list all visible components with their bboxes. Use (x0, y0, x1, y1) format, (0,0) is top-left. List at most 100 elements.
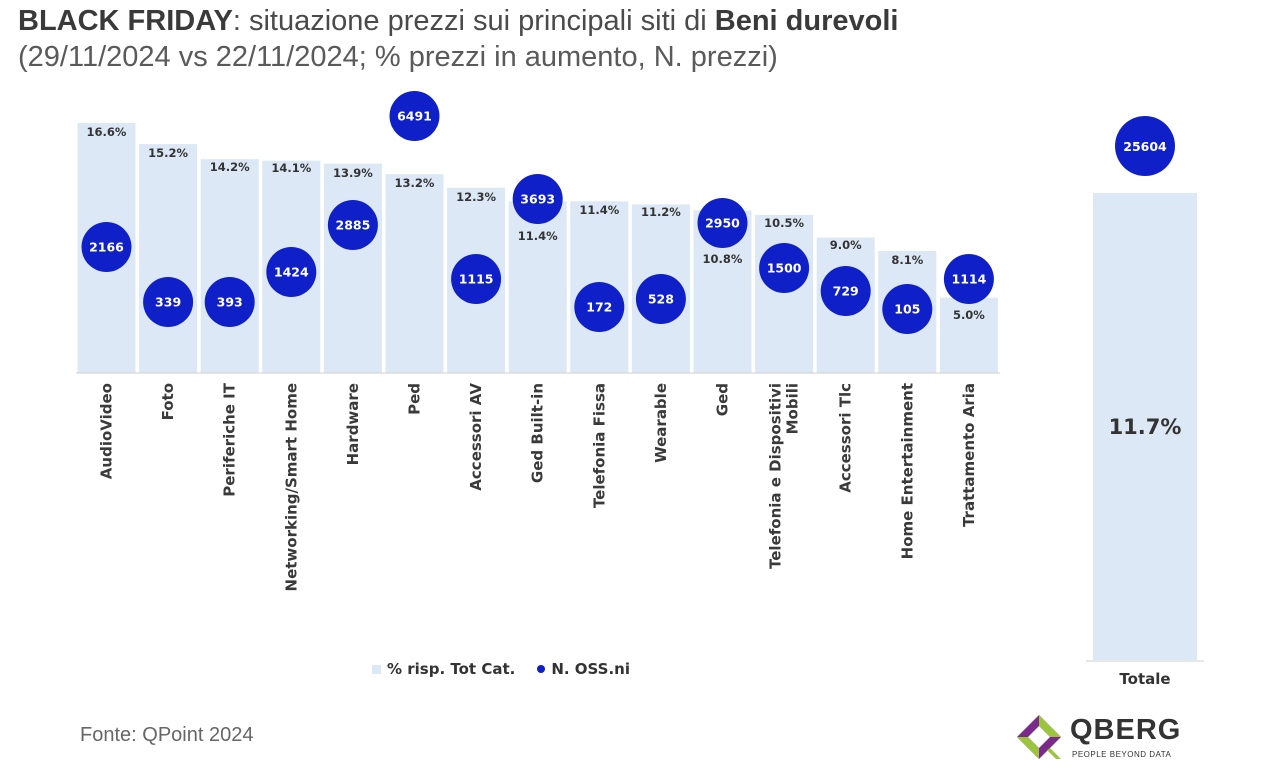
category-label-text-trattamento-aria: Trattamento Aria (960, 383, 978, 527)
legend-item-dots: N. OSS.ni (537, 660, 630, 678)
bar-value-label-ged-built-in: 11.4% (518, 229, 558, 243)
bubble-audiovideo (81, 222, 132, 272)
bubble-value-label-ged: 2950 (705, 216, 740, 231)
category-label-telefonia-e-dispositivi-mobili: Telefonia e Dispositivi Mobili (767, 383, 802, 569)
bar-trattamento-aria (939, 297, 998, 373)
bar-ged-built-in (508, 201, 567, 373)
bar-hardware (323, 163, 382, 373)
logo-name: QBERG (1070, 714, 1182, 746)
category-label-home-entertainment: Home Entertainment (898, 383, 916, 559)
bubble-accessori-av (451, 254, 502, 304)
bubble-telefonia-fissa (574, 282, 625, 332)
bubble-value-label-wearable: 528 (648, 292, 674, 307)
category-label-text-telefonia-e-dispositivi-mobili-2: Mobili (784, 383, 802, 434)
qberg-logo-icon (1017, 715, 1061, 759)
category-label-text-telefonia-fissa: Telefonia Fissa (590, 383, 608, 508)
category-label-audiovideo: AudioVideo (98, 383, 116, 479)
legend: % risp. Tot Cat. N. OSS.ni (372, 660, 630, 678)
bubble-ged-built-in (512, 174, 563, 224)
category-label-telefonia-fissa: Telefonia Fissa (590, 383, 608, 508)
title-bold-black-friday: BLACK FRIDAY (18, 5, 233, 37)
bubble-value-label-hardware: 2885 (336, 218, 371, 233)
category-label-text-home-entertainment: Home Entertainment (898, 383, 916, 559)
category-label-text-hardware: Hardware (344, 383, 362, 465)
category-label-networking-smart-home: Networking/Smart Home (282, 383, 300, 591)
bar-value-label-home-entertainment: 8.1% (891, 253, 923, 267)
bar-value-label-ped: 13.2% (395, 176, 435, 190)
bubble-hardware (327, 200, 378, 250)
bar-value-label-networking-smart-home: 14.1% (271, 161, 311, 175)
bubble-value-label-foto: 339 (155, 295, 181, 310)
bubble-value-label-ped: 6491 (397, 109, 432, 124)
category-label-text-accessori-tlc: Accessori Tlc (837, 383, 855, 493)
bubble-ped (389, 91, 440, 141)
category-label-ped: Ped (406, 383, 424, 415)
bubble-trattamento-aria (943, 254, 994, 304)
title-middle-text: : situazione prezzi sui principali siti … (232, 5, 715, 37)
qberg-logo: QBERG PEOPLE BEYOND DATA (1016, 712, 1186, 762)
category-label-hardware: Hardware (344, 383, 362, 465)
category-label-text-networking-smart-home: Networking/Smart Home (282, 383, 300, 591)
bar-labels-layer: 16.6% 15.2% 14.2% 14.1% 13.9% 13.2% 12.3% 11.4%… (87, 125, 986, 322)
category-label-text-ged: Ged (714, 383, 732, 416)
legend-square-swatch (372, 664, 381, 674)
legend-label-dots: N. OSS.ni (551, 660, 631, 678)
logo-tagline: PEOPLE BEYOND DATA (1072, 750, 1172, 759)
category-label-accessori-av: Accessori AV (467, 383, 485, 491)
total-panel: 11.7% 25604 Totale (1086, 116, 1204, 688)
bubble-value-label-accessori-av: 1115 (459, 272, 494, 287)
bubble-foto (143, 277, 194, 327)
bar-value-label-audiovideo: 16.6% (87, 125, 127, 139)
bubble-value-label-audiovideo: 2166 (89, 240, 124, 255)
bubble-periferiche-it (204, 277, 255, 327)
bubble-wearable (635, 274, 686, 324)
category-label-periferiche-it: Periferiche IT (221, 382, 239, 496)
bubble-totale (1115, 116, 1175, 176)
category-label-text-ped: Ped (406, 383, 424, 415)
bubbles-layer: 2166 339 393 1424 2885 6491 1115 3693 172 528 2950… (81, 91, 994, 334)
bar-foto (139, 144, 198, 373)
bubble-value-label-telefonia-fissa: 172 (586, 300, 612, 315)
category-label-text-telefonia-e-dispositivi-mobili-1: Telefonia e Dispositivi (767, 383, 785, 569)
bar-value-label-accessori-tlc: 9.0% (830, 238, 862, 252)
bar-value-label-trattamento-aria: 5.0% (953, 308, 985, 322)
bar-telefonia-e-dispositivi-mobili (755, 214, 814, 373)
category-label-totale: Totale (1119, 670, 1170, 688)
category-label-text-periferiche-it: Periferiche IT (221, 382, 239, 496)
category-label-foto: Foto (159, 383, 177, 420)
legend-dot-swatch (537, 665, 546, 673)
bar-value-label-accessori-av: 12.3% (456, 190, 496, 204)
bar-value-label-wearable: 11.2% (641, 205, 681, 219)
legend-label-bars: % risp. Tot Cat. (387, 660, 516, 678)
bar-value-label-foto: 15.2% (148, 146, 188, 160)
bar-value-label-periferiche-it: 14.2% (210, 160, 250, 174)
category-label-text-accessori-av: Accessori AV (467, 383, 485, 491)
bubble-accessori-tlc (820, 266, 871, 316)
bubble-value-label-totale: 25604 (1123, 139, 1167, 154)
bar-ped (385, 174, 444, 373)
bubble-networking-smart-home (266, 247, 317, 297)
bubble-value-label-trattamento-aria: 1114 (952, 272, 987, 287)
bubble-value-label-networking-smart-home: 1424 (274, 265, 309, 280)
bubble-value-label-telefonia-e-dispositivi-mobili: 1500 (767, 261, 802, 276)
bubble-value-label-home-entertainment: 105 (894, 302, 920, 317)
category-label-text-wearable: Wearable (652, 383, 670, 463)
category-label-text-foto: Foto (159, 383, 177, 420)
category-label-trattamento-aria: Trattamento Aria (960, 383, 978, 527)
bubble-ged (697, 198, 748, 248)
bubble-telefonia-e-dispositivi-mobili (759, 243, 810, 293)
bar-value-label-hardware: 13.9% (333, 166, 373, 180)
bubble-home-entertainment (882, 284, 933, 334)
bubble-value-label-ged-built-in: 3693 (520, 192, 555, 207)
bar-totale (1093, 193, 1197, 660)
category-label-text-ged-built-in: Ged Built-in (529, 383, 547, 483)
bar-value-label-ged: 10.8% (703, 252, 743, 266)
bar-value-label-telefonia-fissa: 11.4% (579, 203, 619, 217)
category-label-ged-built-in: Ged Built-in (529, 383, 547, 483)
category-label-ged: Ged (714, 383, 732, 416)
bar-value-label-telefonia-e-dispositivi-mobili: 10.5% (764, 216, 804, 230)
title-bold-beni-durevoli: Beni durevoli (714, 5, 899, 37)
bar-periferiche-it (200, 159, 259, 373)
chart-subtitle: (29/11/2024 vs 22/11/2024; % prezzi in a… (18, 41, 778, 73)
